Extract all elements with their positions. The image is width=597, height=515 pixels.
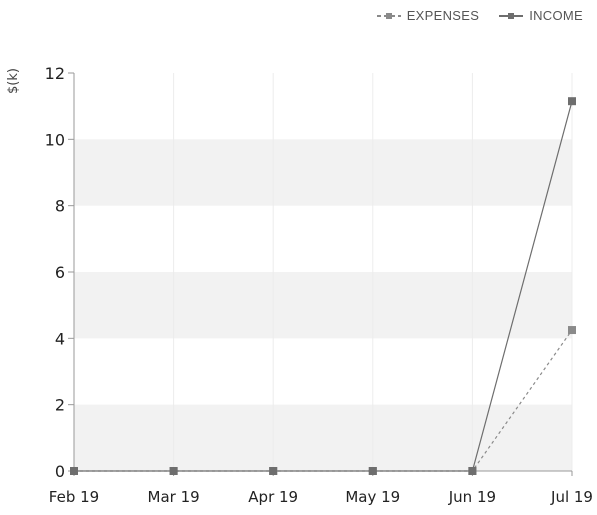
grid-band (74, 404, 572, 471)
y-tick-label: 6 (55, 263, 65, 282)
grid-band (74, 272, 572, 339)
y-tick-label: 10 (45, 130, 65, 149)
y-tick-label: 0 (55, 462, 65, 481)
data-point-income[interactable] (169, 467, 178, 475)
x-tick-label: Jul 19 (550, 488, 593, 506)
legend-income-label: INCOME (529, 8, 583, 23)
y-axis-label: $(k) (6, 68, 21, 94)
y-tick-label: 4 (55, 329, 65, 348)
data-point-income[interactable] (269, 467, 278, 475)
data-point-expenses[interactable] (568, 326, 576, 335)
grid-band (74, 139, 572, 206)
legend-expenses-label: EXPENSES (406, 8, 480, 23)
x-tick-label: Jun 19 (448, 488, 496, 506)
x-tick-label: Mar 19 (148, 488, 200, 506)
y-tick-label: 2 (55, 396, 65, 415)
y-tick-label: 8 (55, 197, 65, 216)
legend-income-marker (499, 12, 524, 19)
data-point-income[interactable] (468, 467, 477, 475)
data-point-income[interactable] (568, 97, 576, 106)
data-point-income[interactable] (368, 467, 377, 475)
legend-item-expenses[interactable]: EXPENSES (376, 8, 480, 23)
x-tick-label: Apr 19 (248, 488, 298, 506)
legend: EXPENSES INCOME (376, 8, 583, 23)
legend-item-income[interactable]: INCOME (499, 8, 583, 23)
x-tick-label: Feb 19 (49, 488, 99, 506)
legend-expenses-marker (376, 12, 401, 19)
y-tick-label: 12 (45, 64, 65, 83)
data-point-income[interactable] (70, 467, 78, 475)
x-tick-label: May 19 (345, 488, 400, 506)
series-line-income (74, 101, 573, 472)
